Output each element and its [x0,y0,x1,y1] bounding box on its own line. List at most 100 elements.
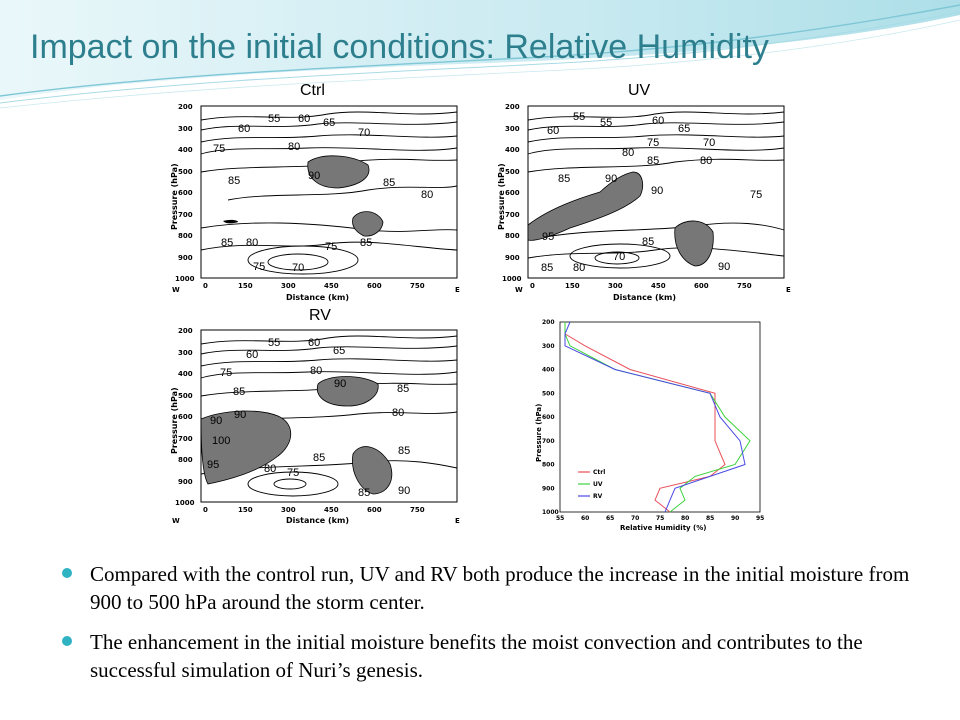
contour-label: 85 [647,155,659,167]
rh-profile-chart: 200 300 400 500 600 700 800 900 1000 55 60 65 70 75 8… [530,312,775,534]
contour-label: 85 [233,386,245,398]
contour-label: 70 [292,262,304,274]
x-tick-750: 750 [410,506,425,514]
profile-line-uv [564,322,751,513]
y-tick-900: 900 [178,254,193,262]
profile-x-axis-label: Relative Humidity (%) [620,524,706,532]
contour-label: 90 [308,170,320,182]
legend-label: RV [593,493,603,500]
contour-label: 80 [310,365,322,377]
y-tick-500: 500 [505,168,520,176]
y-tick-900: 900 [178,478,193,486]
profile-x-tick: 95 [756,515,764,522]
profile-y-tick: 700 [542,438,555,445]
profile-y-tick: 300 [542,343,555,350]
contour-label: 55 [573,111,585,123]
x-tick-600: 600 [694,282,709,290]
x-tick-450: 450 [651,282,666,290]
contour-label: 85 [398,445,410,457]
contour-label: 70 [613,251,625,263]
profile-x-tick: 55 [556,515,564,522]
y-tick-1000: 1000 [175,275,195,283]
y-tick-300: 300 [178,349,193,357]
y-tick-200: 200 [178,327,193,335]
contour-label: 85 [313,452,325,464]
profile-x-tick: 65 [606,515,614,522]
contour-label: 90 [398,485,410,497]
contour-label: 90 [651,185,663,197]
y-tick-700: 700 [178,211,193,219]
profile-line-rv [564,321,746,513]
x-tick-150: 150 [238,506,253,514]
contour-label: 80 [392,407,404,419]
y-axis-label: Pressure (hPa) [170,387,179,454]
contour-label: 55 [268,337,280,349]
y-tick-400: 400 [505,146,520,154]
contour-label: 85 [397,383,409,395]
profile-x-tick: 90 [731,515,739,522]
contour-label: 80 [573,262,585,274]
y-tick-400: 400 [178,370,193,378]
contour-label: 75 [647,137,659,149]
bullet-text: Compared with the control run, UV and RV… [90,562,910,614]
contour-label: 60 [652,115,664,127]
contour-label: 75 [253,261,265,273]
panel-label-rv: RV [309,307,331,324]
uv-contour-panel: 200 300 400 500 600 700 800 900 1000 Pre… [495,100,795,305]
contour-label: 90 [234,409,246,421]
x-tick-300: 300 [608,282,623,290]
x-axis-label: Distance (km) [286,516,349,525]
x-tick-0: 0 [530,282,535,290]
contour-label: 85 [558,173,570,185]
y-tick-600: 600 [178,189,193,197]
contour-label: 85 [642,236,654,248]
panel-label-uv: UV [628,82,651,99]
contour-label: 60 [246,349,258,361]
x-tick-0: 0 [203,506,208,514]
legend-label: UV [593,481,603,488]
x-tick-450: 450 [324,506,339,514]
profile-y-axis-label: Pressure (hPa) [535,404,543,462]
rv-contour-panel: 200 300 400 500 600 700 800 900 1000 Pre… [168,324,468,529]
y-tick-600: 600 [178,413,193,421]
bullet-dot-icon [62,636,72,646]
contour-label: 75 [325,241,337,253]
contour-label: 80 [622,147,634,159]
y-tick-600: 600 [505,189,520,197]
profile-x-tick: 70 [631,515,639,522]
bullet-dot-icon [62,568,72,578]
contour-label: 85 [360,237,372,249]
contour-label: 80 [246,237,258,249]
profile-y-tick: 600 [542,414,555,421]
contour-label: 80 [264,463,276,475]
contour-label: 75 [287,467,299,479]
x-axis-label: Distance (km) [286,293,349,302]
y-tick-1000: 1000 [175,499,195,507]
bullet-item: Compared with the control run, UV and RV… [62,560,932,616]
contour-label: 95 [207,459,219,471]
contour-label: 65 [323,117,335,129]
ctrl-contour-panel: 200 300 400 500 600 700 800 900 1000 Pre… [168,100,468,305]
y-tick-700: 700 [505,211,520,219]
contour-label: 65 [333,345,345,357]
y-tick-300: 300 [178,125,193,133]
contour-label: 60 [238,123,250,135]
profile-y-tick: 800 [542,462,555,469]
y-tick-900: 900 [505,254,520,262]
contour-label: 90 [605,173,617,185]
contour-label: 55 [600,117,612,129]
contour-label: 75 [750,189,762,201]
x-left-label: W [172,286,180,294]
x-tick-600: 600 [367,506,382,514]
contour-label: 85 [228,175,240,187]
contour-label: 60 [547,125,559,137]
contour-label: 90 [210,415,222,427]
profile-y-tick: 1000 [542,509,559,516]
x-tick-0: 0 [203,282,208,290]
x-tick-150: 150 [238,282,253,290]
x-right-label: E [455,286,460,294]
profile-x-tick: 75 [656,515,664,522]
panel-label-ctrl: Ctrl [300,82,325,99]
y-axis-label: Pressure (hPa) [170,163,179,230]
